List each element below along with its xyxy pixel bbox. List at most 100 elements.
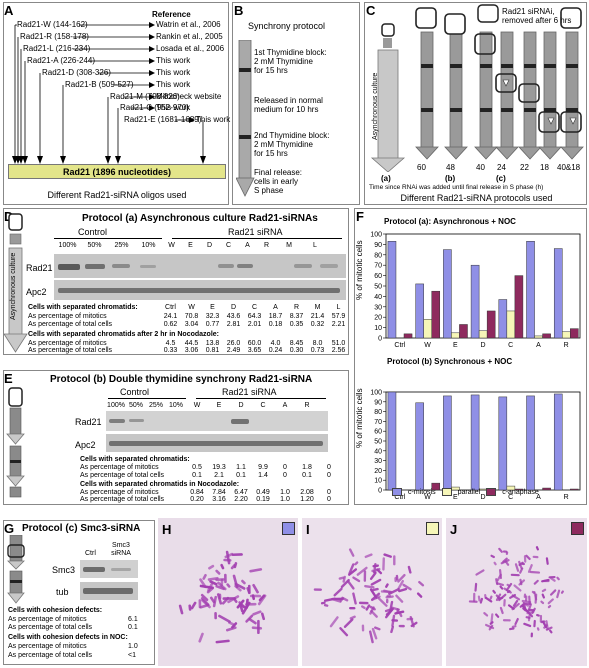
chromosome — [490, 554, 495, 559]
y-tick-label: 60 — [374, 429, 382, 436]
chromosome — [372, 587, 379, 592]
chromosome — [524, 602, 531, 606]
bar-c-anaphase — [514, 275, 524, 339]
sec1-title-d: Cells with separated chromatids: — [28, 304, 138, 311]
panel-e-title: Protocol (b) Double thymidine synchrony … — [50, 374, 313, 385]
bar-c-anaphase — [459, 324, 468, 339]
chromosome — [361, 624, 365, 632]
y-tick-label: 0 — [378, 336, 382, 343]
chromosome — [334, 597, 344, 601]
sync-arrow-e — [6, 387, 25, 498]
tub-blot — [80, 582, 138, 600]
chromosome — [512, 599, 519, 607]
chromosome — [230, 564, 236, 570]
swatch-h — [282, 522, 295, 535]
chromosome — [397, 573, 406, 583]
panel-g-frame — [3, 520, 155, 665]
step1-text: 1st Thymidine block: 2 mM Thymidine for 15… — [254, 48, 327, 76]
panel-d-title: Protocol (a) Asynchronous culture Rad21-… — [82, 213, 318, 224]
chromosome — [498, 547, 503, 553]
panel-f-frame — [354, 208, 587, 505]
chromosome — [215, 585, 225, 591]
panel-i-letter: I — [306, 522, 310, 537]
chromosome — [519, 567, 524, 574]
chromosome — [402, 583, 412, 591]
chromosome — [352, 576, 361, 583]
lane-ctrl-g: Ctrl — [85, 550, 96, 557]
panel-h-letter: H — [162, 522, 172, 537]
time-22: 22 — [520, 163, 529, 172]
reference-text: Watrin et al., 2006 — [156, 20, 221, 29]
reference-header: Reference — [152, 10, 191, 19]
oligo-label: Rad21-R (158-178) — [20, 32, 89, 41]
chromosome — [492, 589, 496, 594]
chromosome — [483, 612, 489, 617]
panel-d-frame — [3, 208, 349, 355]
chromosome — [490, 613, 494, 624]
time-60: 60 — [417, 163, 426, 172]
chromosome — [222, 597, 236, 600]
chromosome — [525, 554, 531, 561]
panel-b-frame — [232, 2, 360, 205]
chromosome — [251, 626, 263, 630]
rad21-blot-label-e: Rad21 — [75, 417, 102, 427]
chromosome — [506, 583, 511, 587]
chromosome — [190, 601, 197, 610]
row-value: <1 — [128, 652, 136, 659]
chromosome — [347, 580, 355, 590]
chromosome — [369, 606, 375, 615]
chromosome — [370, 578, 382, 586]
chromosome — [200, 593, 209, 602]
lane-smc3-g: Smc3 siRNA — [111, 542, 131, 557]
chromosome — [510, 573, 520, 577]
chromosome — [231, 553, 243, 557]
chromosome — [560, 590, 564, 594]
chromosome — [525, 616, 531, 619]
smc3-arrow — [7, 535, 25, 604]
y-tick-label: 40 — [374, 294, 382, 301]
chromosome — [505, 551, 509, 555]
chromosome — [324, 597, 336, 602]
row-value: 1.0 — [128, 643, 138, 650]
apc2-blot-d — [54, 280, 346, 300]
time-24: 24 — [497, 163, 506, 172]
chromosome — [200, 597, 210, 606]
bar-c-mitosis — [387, 241, 397, 339]
chromosome — [513, 584, 522, 592]
chromosome — [232, 574, 239, 589]
time-18: 18 — [540, 163, 549, 172]
legend-swatch — [486, 488, 497, 496]
chromosome — [323, 603, 329, 607]
panel-e-frame — [3, 370, 349, 505]
x-tick-label: W — [424, 342, 431, 349]
chromosome — [548, 575, 556, 579]
chromosome — [533, 579, 539, 585]
chromosome — [511, 625, 517, 628]
chromosome — [252, 610, 262, 616]
reference-text: This work — [156, 80, 191, 89]
chromosome — [371, 592, 381, 601]
chromosome — [523, 622, 532, 628]
async-arrow-d — [4, 213, 28, 353]
chromosome — [220, 578, 224, 587]
chromosome — [536, 613, 540, 617]
chromosome — [356, 566, 368, 576]
chromosome — [398, 587, 408, 593]
step4-text: Final release: cells in early S phase — [254, 168, 303, 196]
chromosome — [541, 588, 547, 593]
y-tick-label: 30 — [374, 458, 382, 465]
bar-parallel — [506, 485, 516, 491]
row-label: As percentage of total cells — [80, 472, 165, 479]
reference-text: Mitocheck website — [156, 92, 222, 101]
protocol-a-label: (a) — [381, 174, 391, 183]
chromosome — [511, 594, 521, 601]
x-tick-label: Ctrl — [394, 342, 405, 349]
step3-text: 2nd Thymidine block: 2 mM Thymidine for 15… — [254, 131, 330, 159]
row-label: As percentage of mitotics — [80, 464, 159, 471]
chromosome — [388, 588, 400, 595]
chromosome — [252, 583, 259, 594]
bar-c-anaphase — [431, 482, 441, 491]
x-tick-label: E — [453, 494, 458, 501]
panel-a-caption: Different Rad21-siRNA oligos used — [47, 190, 187, 200]
